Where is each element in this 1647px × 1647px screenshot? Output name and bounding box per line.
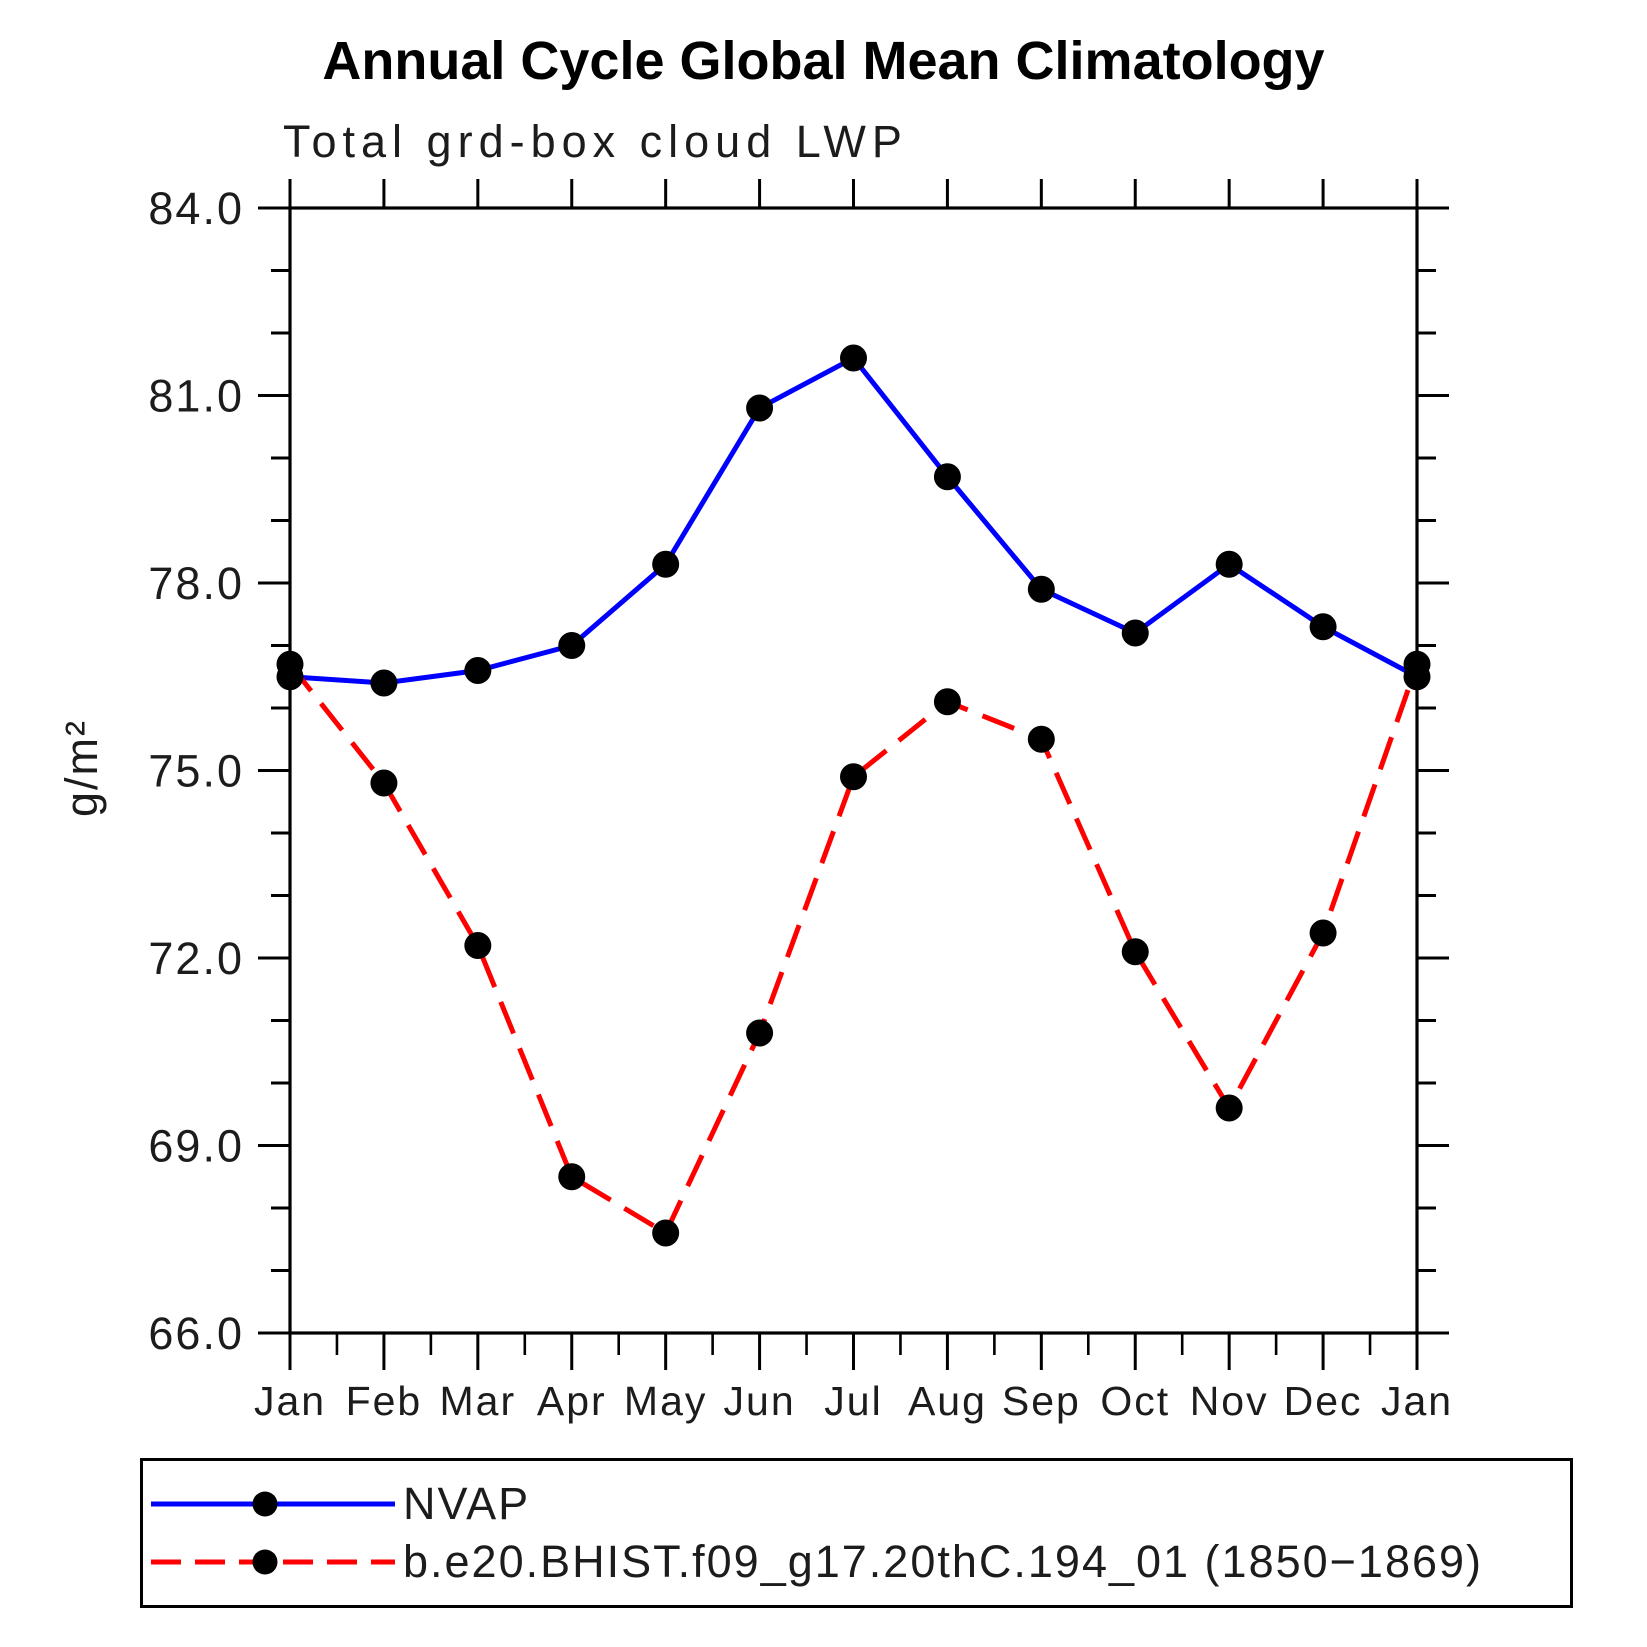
data-point-marker (1027, 575, 1055, 603)
x-tick-label: Oct (1100, 1378, 1170, 1424)
data-point-marker (652, 550, 680, 578)
legend-box: NVAP b.e20.BHIST.f09_g17.20thC.194_01 (18… (140, 1458, 1573, 1608)
x-tick-label: Jan (1381, 1378, 1453, 1424)
data-point-marker (370, 769, 398, 797)
y-tick-label: 66.0 (148, 1308, 244, 1359)
data-point-marker (840, 344, 867, 372)
chart-subtitle: Total grd-box cloud LWP (283, 116, 908, 167)
x-tick-label: Jul (824, 1378, 882, 1424)
data-point-marker (746, 1019, 774, 1047)
data-point-marker (933, 463, 961, 491)
y-tick-label: 78.0 (148, 558, 244, 609)
x-tick-label: Dec (1284, 1378, 1363, 1424)
data-point-marker (464, 657, 492, 684)
data-point-marker (370, 669, 398, 697)
x-tick-label: Aug (908, 1378, 987, 1424)
x-tick-label: Nov (1190, 1378, 1269, 1424)
legend-row: NVAP (143, 1475, 1570, 1533)
nvap-series-line (289, 354, 1419, 686)
y-tick-label: 81.0 (148, 371, 244, 422)
x-tick-label: Feb (346, 1378, 423, 1424)
legend-row: b.e20.BHIST.f09_g17.20thC.194_01 (1850−1… (143, 1533, 1570, 1591)
x-tick-label: Jan (254, 1378, 326, 1424)
data-point-marker (558, 1163, 586, 1191)
model-series-line (288, 662, 1420, 1237)
legend-label-nvap: NVAP (403, 1478, 531, 1529)
data-point-marker (1309, 919, 1337, 947)
data-point-marker (1027, 725, 1055, 753)
nvap-legend-line-sample (151, 1491, 395, 1517)
data-point-marker (1215, 550, 1243, 578)
data-point-marker (464, 932, 492, 959)
x-tick-label: Apr (537, 1378, 607, 1424)
x-tick-label: Jun (724, 1378, 796, 1424)
data-point-marker (652, 1219, 680, 1247)
data-point-marker (840, 763, 867, 791)
x-tick-label: May (624, 1378, 707, 1424)
x-tick-label: Sep (1002, 1378, 1081, 1424)
data-point-marker (276, 650, 304, 678)
data-point-marker (1215, 1094, 1243, 1122)
model-legend-line-sample (151, 1549, 395, 1575)
chart-title: Annual Cycle Global Mean Climatology (322, 31, 1325, 91)
x-tick-label: Mar (440, 1378, 517, 1424)
data-point-marker (1121, 619, 1149, 647)
data-point-marker (1121, 938, 1149, 966)
data-point-marker (1309, 613, 1337, 641)
legend-marker-dot (252, 1549, 278, 1575)
y-tick-label: 75.0 (148, 746, 244, 797)
data-point-marker (1403, 650, 1431, 678)
data-point-marker (933, 688, 961, 716)
y-tick-label: 69.0 (148, 1121, 244, 1172)
legend-marker-dot (252, 1491, 278, 1517)
legend-label-model: b.e20.BHIST.f09_g17.20thC.194_01 (1850−1… (403, 1536, 1484, 1587)
data-point-marker (558, 632, 586, 659)
y-tick-label: 84.0 (148, 183, 244, 234)
data-point-marker (746, 394, 774, 422)
y-tick-label: 72.0 (148, 933, 244, 984)
